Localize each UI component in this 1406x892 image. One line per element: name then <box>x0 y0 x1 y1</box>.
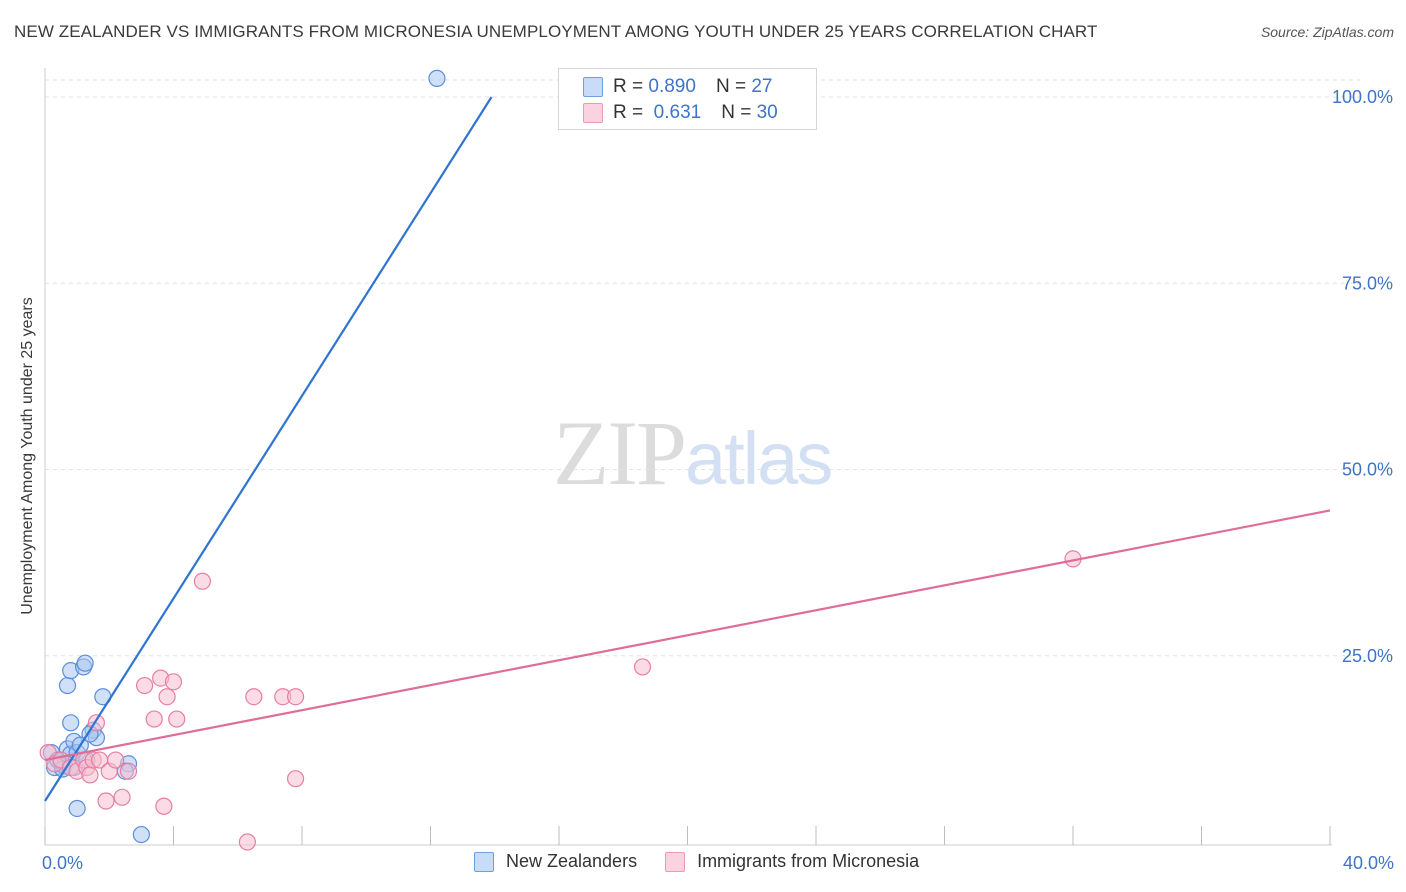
x-tick-label: 40.0% <box>1343 853 1394 873</box>
data-point-micronesia <box>193 572 212 590</box>
legend-n-label: N = <box>715 76 747 97</box>
data-point-micronesia <box>119 762 138 780</box>
legend-swatch-blue <box>583 77 603 97</box>
trend-line-micronesia <box>44 509 1331 762</box>
y-tick-label: 75.0% <box>1342 273 1393 293</box>
data-point-micronesia <box>107 751 125 769</box>
data-point-micronesia <box>145 710 163 728</box>
data-point-micronesia <box>97 792 115 810</box>
watermark: ZIPatlas <box>553 400 833 506</box>
legend-r-label: R = <box>613 76 644 97</box>
series-legend-new-zealanders[interactable]: New Zealanders <box>474 851 637 872</box>
legend-r-value: 0.890 <box>648 76 696 97</box>
watermark-zip: ZIP <box>553 402 687 504</box>
data-point-micronesia <box>168 710 186 728</box>
data-point-micronesia <box>238 833 256 851</box>
y-tick-label: 100.0% <box>1332 87 1393 107</box>
data-point-nz <box>132 825 150 844</box>
legend-row-new-zealanders: R = 0.890 N = 27 <box>583 75 772 99</box>
data-point-nz <box>76 654 94 672</box>
legend-row-micronesia: R = 0.631 N = 30 <box>583 101 778 125</box>
data-point-nz <box>68 799 86 818</box>
watermark-atlas: atlas <box>685 417 833 500</box>
legend-n-value: 27 <box>751 76 773 97</box>
data-point-micronesia <box>113 788 131 806</box>
x-tick-label: 0.0% <box>42 853 83 873</box>
data-point-micronesia <box>155 797 173 815</box>
data-point-micronesia <box>81 766 99 784</box>
source-credit: Source: ZipAtlas.com <box>1260 24 1394 40</box>
data-point-micronesia <box>245 688 263 706</box>
data-point-micronesia <box>164 673 183 691</box>
y-tick-label: 50.0% <box>1342 460 1393 480</box>
y-tick-label: 25.0% <box>1342 646 1393 666</box>
correlation-legend: R = 0.890 N = 27 R = 0.631 N = 30 <box>558 68 817 130</box>
data-point-micronesia <box>135 676 154 695</box>
data-point-micronesia <box>633 658 652 676</box>
data-point-micronesia <box>286 688 305 706</box>
series-swatch-blue <box>474 851 494 872</box>
legend-n-value: 30 <box>756 102 778 123</box>
legend-r-value: 0.631 <box>653 102 702 123</box>
data-point-micronesia <box>158 688 176 706</box>
series-label: Immigrants from Micronesia <box>697 851 920 871</box>
data-point-nz <box>62 714 80 732</box>
data-point-nz <box>58 676 77 695</box>
chart-title: NEW ZEALANDER VS IMMIGRANTS FROM MICRONE… <box>14 22 1098 41</box>
series-legend-micronesia[interactable]: Immigrants from Micronesia <box>665 851 919 872</box>
series-swatch-pink <box>665 851 686 872</box>
series-label: New Zealanders <box>506 851 638 871</box>
data-point-nz <box>428 69 446 87</box>
data-point-micronesia <box>286 770 305 788</box>
legend-swatch-pink <box>583 103 603 123</box>
legend-r-label: R = <box>613 102 644 123</box>
legend-n-label: N = <box>721 102 752 123</box>
y-axis-label: Unemployment Among Youth under 25 years <box>19 297 36 615</box>
series-legend: New Zealanders Immigrants from Micronesi… <box>474 851 947 872</box>
trend-line-nz <box>44 96 493 802</box>
